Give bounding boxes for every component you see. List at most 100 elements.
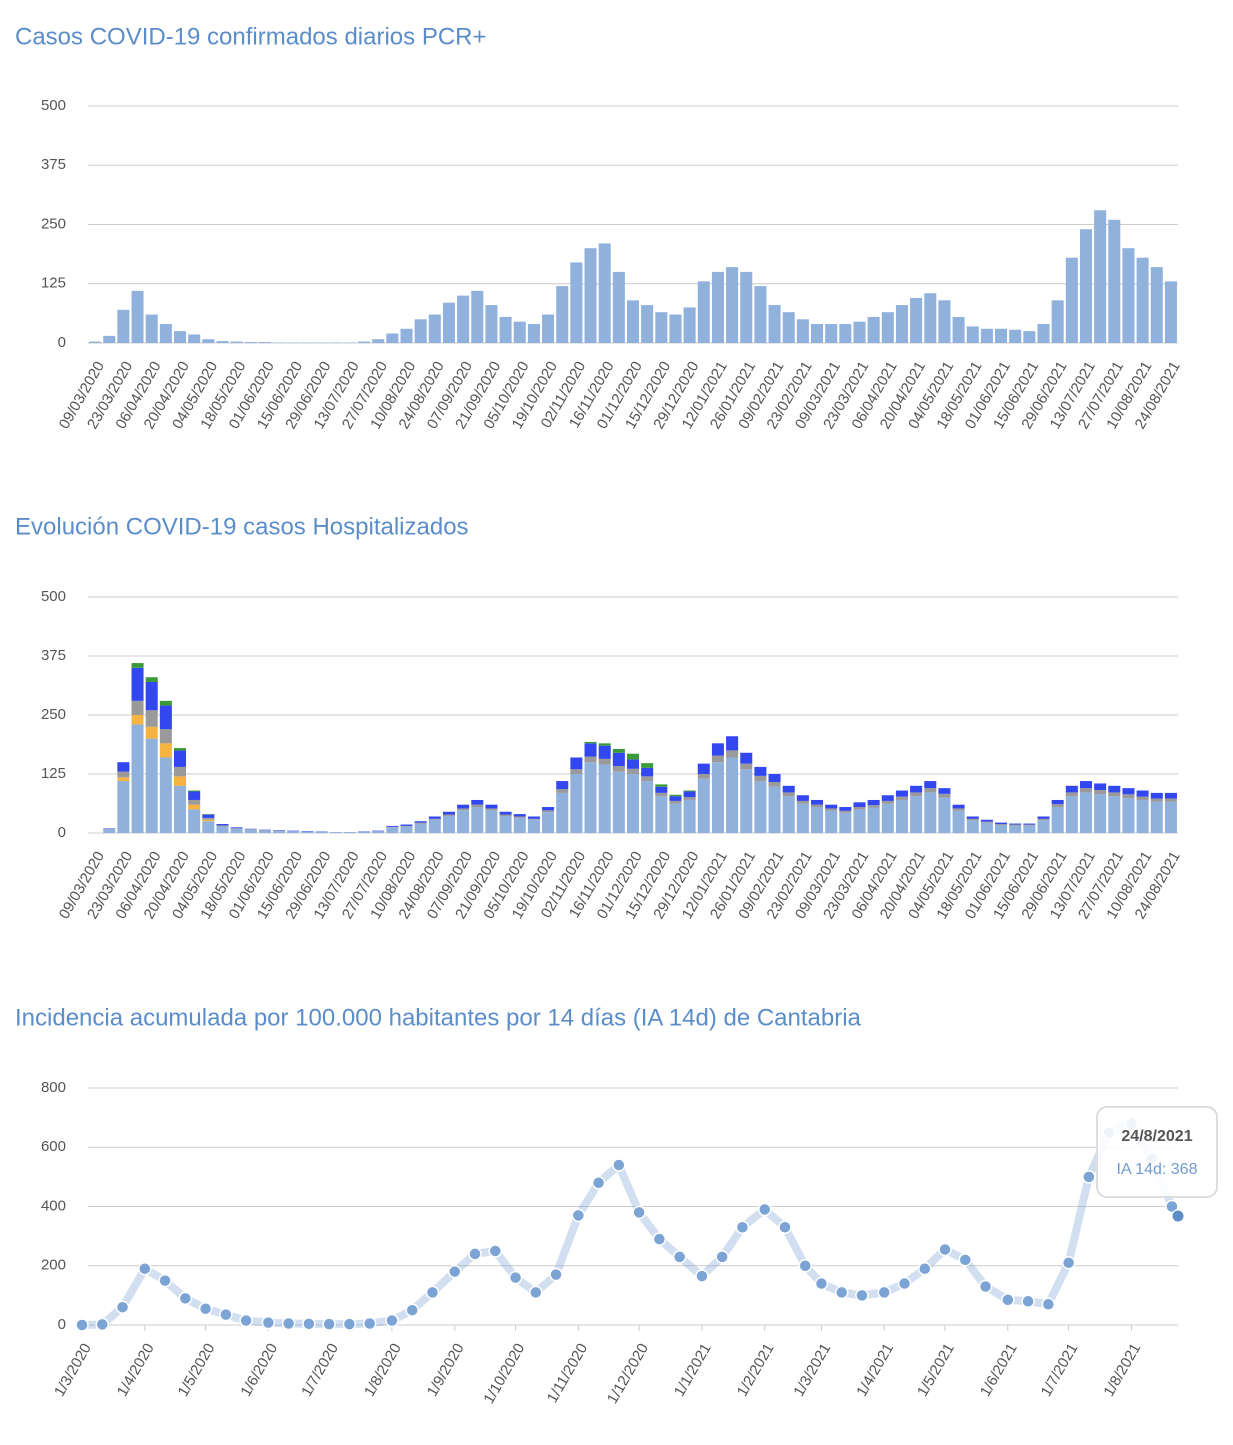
- bar-segment: [1080, 788, 1092, 792]
- y-tick-label: 400: [41, 1197, 66, 1214]
- point: [572, 1209, 584, 1221]
- bar-segment: [641, 776, 653, 781]
- point: [469, 1248, 481, 1260]
- bar-segment: [967, 819, 979, 820]
- y-tick-label: 0: [58, 334, 66, 351]
- bar-segment: [1165, 793, 1177, 799]
- bar-segment: [485, 805, 497, 809]
- y-tick-label: 250: [41, 706, 66, 723]
- bar-segment: [712, 762, 724, 833]
- bar-segment: [1080, 781, 1092, 788]
- bar-segment: [146, 677, 158, 682]
- bar: [896, 305, 908, 343]
- bar: [1038, 324, 1050, 343]
- x-tick-label: 1/3/2021: [790, 1340, 834, 1399]
- point: [76, 1319, 88, 1331]
- point: [593, 1177, 605, 1189]
- bar-segment: [953, 811, 965, 833]
- bar-segment: [1052, 800, 1064, 804]
- bar-segment: [1009, 825, 1021, 833]
- x-tick-label: 1/11/2020: [544, 1340, 592, 1405]
- bar-segment: [188, 791, 200, 799]
- bar-segment: [938, 794, 950, 798]
- bar: [457, 296, 469, 343]
- bar-segment: [117, 772, 129, 778]
- bar: [627, 300, 639, 343]
- point: [799, 1260, 811, 1272]
- bar: [910, 298, 922, 343]
- point: [364, 1318, 376, 1330]
- bar: [400, 329, 412, 343]
- bar-segment: [1151, 799, 1163, 802]
- bar-segment: [868, 800, 880, 805]
- bar-segment: [740, 764, 752, 770]
- bar-segment: [117, 777, 129, 781]
- bar: [1137, 258, 1149, 343]
- bar-segment: [953, 808, 965, 810]
- point: [200, 1303, 212, 1315]
- bar-segment: [273, 831, 285, 833]
- point: [959, 1254, 971, 1266]
- bar-segment: [1108, 792, 1120, 796]
- bar: [684, 307, 696, 343]
- bar-segment: [542, 810, 554, 812]
- point: [696, 1270, 708, 1282]
- point: [759, 1203, 771, 1215]
- bar-segment: [485, 810, 497, 833]
- bar-segment: [132, 715, 144, 724]
- bar: [103, 336, 115, 343]
- bar-segment: [641, 768, 653, 776]
- bar-segment: [471, 805, 483, 807]
- bar: [825, 324, 837, 343]
- bar-segment: [528, 819, 540, 820]
- bar-segment: [995, 824, 1007, 825]
- bar-segment: [429, 816, 441, 818]
- bar-segment: [1137, 797, 1149, 800]
- bar-segment: [825, 805, 837, 809]
- bar-segment: [202, 818, 214, 820]
- bar-segment: [797, 795, 809, 801]
- bar-segment: [400, 826, 412, 833]
- y-tick-label: 125: [41, 765, 66, 782]
- tooltip-text: IA 14d: 368: [1117, 1161, 1198, 1178]
- bar: [1108, 220, 1120, 343]
- point: [426, 1286, 438, 1298]
- bar-segment: [245, 830, 257, 833]
- bar-segment: [556, 789, 568, 793]
- point: [406, 1304, 418, 1316]
- bar-segment: [188, 800, 200, 805]
- bar-segment: [613, 772, 625, 833]
- bar-segment: [1023, 824, 1035, 825]
- y-tick-label: 600: [41, 1138, 66, 1155]
- y-tick-label: 200: [41, 1257, 66, 1274]
- bar-segment: [500, 812, 512, 815]
- bar-segment: [160, 743, 172, 757]
- bar-segment: [1094, 790, 1106, 794]
- bar-segment: [1038, 816, 1050, 818]
- bar-segment: [655, 787, 667, 793]
- point: [674, 1251, 686, 1263]
- bar: [783, 312, 795, 343]
- point: [1022, 1295, 1034, 1307]
- y-tick-label: 125: [41, 275, 66, 292]
- bar-segment: [1023, 825, 1035, 833]
- bar: [358, 342, 370, 343]
- highlight-point: [1172, 1210, 1184, 1222]
- bar-segment: [330, 832, 342, 833]
- x-tick-label: 1/7/2021: [1038, 1340, 1082, 1399]
- bar-segment: [372, 831, 384, 833]
- bar-segment: [981, 820, 993, 822]
- bar: [471, 291, 483, 343]
- bar-segment: [358, 832, 370, 833]
- point: [323, 1318, 335, 1330]
- bar-segment: [811, 807, 823, 833]
- bar-segment: [599, 743, 611, 745]
- bar-segment: [542, 807, 554, 810]
- tooltip-box: [1097, 1107, 1217, 1197]
- bar-segment: [938, 798, 950, 833]
- bar-segment: [415, 821, 427, 822]
- bar-segment: [726, 750, 738, 757]
- point: [836, 1286, 848, 1298]
- bar: [882, 312, 894, 343]
